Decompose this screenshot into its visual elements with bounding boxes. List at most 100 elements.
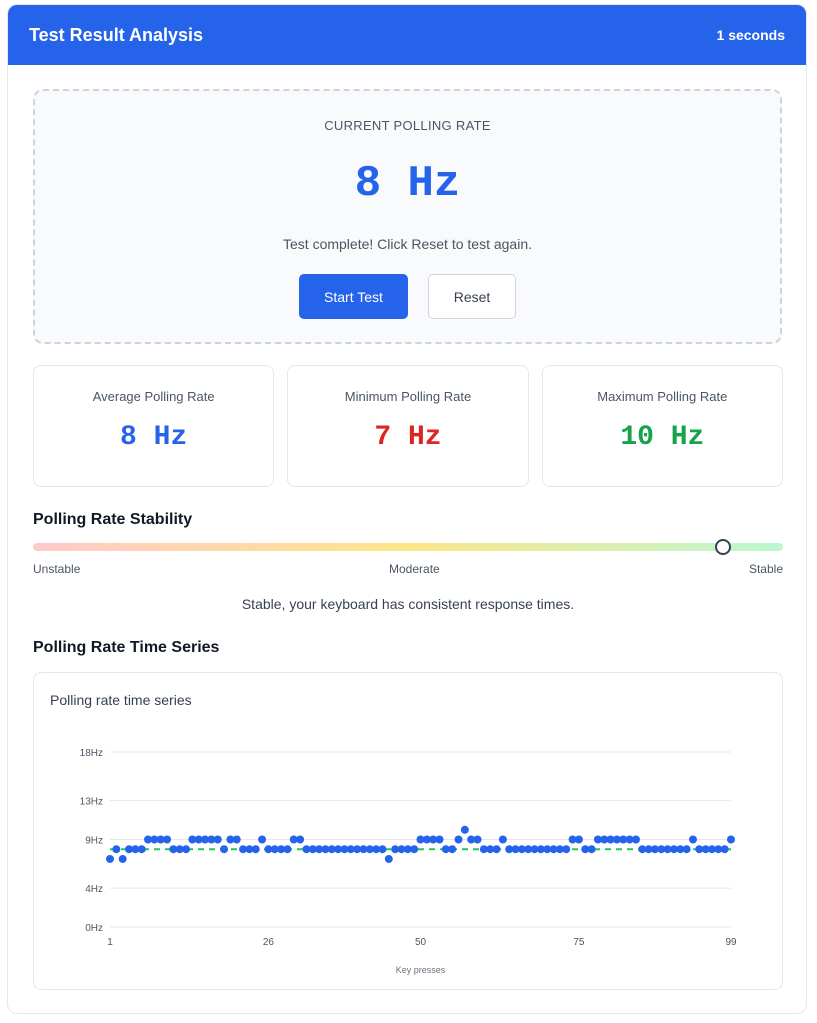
data-point — [486, 845, 495, 854]
data-point — [131, 845, 140, 854]
x-tick-label: 99 — [725, 937, 737, 948]
data-point — [182, 845, 191, 854]
data-point — [403, 845, 412, 854]
data-point — [631, 835, 640, 844]
y-tick-label: 9Hz — [85, 836, 103, 847]
data-point — [315, 845, 324, 854]
data-point — [239, 845, 248, 854]
data-point — [467, 835, 476, 844]
data-point — [372, 845, 381, 854]
chart-panel: Polling rate time series 0Hz 4Hz 9Hz 13Hz 18… — [33, 672, 783, 990]
data-point — [296, 835, 305, 844]
data-point — [727, 835, 735, 844]
data-point — [562, 845, 571, 854]
data-point — [511, 845, 520, 854]
data-point — [137, 845, 146, 854]
data-point — [524, 845, 533, 854]
data-point — [517, 845, 526, 854]
stat-minimum: Minimum Polling Rate 7 Hz — [287, 365, 529, 487]
data-point — [397, 845, 406, 854]
data-point — [226, 835, 235, 844]
data-point — [448, 845, 457, 854]
data-point — [498, 835, 507, 844]
data-point — [378, 845, 387, 854]
data-point — [144, 835, 153, 844]
data-point — [606, 835, 615, 844]
start-test-button[interactable]: Start Test — [299, 274, 408, 319]
data-point — [353, 845, 362, 854]
data-point — [505, 845, 514, 854]
data-point — [289, 835, 298, 844]
data-point — [669, 845, 678, 854]
data-point — [201, 835, 210, 844]
data-point — [695, 845, 704, 854]
stat-maximum: Maximum Polling Rate 10 Hz — [541, 365, 783, 487]
current-rate-value: 8 Hz — [354, 159, 461, 209]
data-point — [422, 835, 431, 844]
data-point — [682, 845, 691, 854]
data-point — [479, 845, 488, 854]
data-point — [251, 845, 260, 854]
y-tick-label: 18Hz — [80, 748, 103, 759]
data-point — [169, 845, 178, 854]
data-point — [581, 845, 590, 854]
data-point — [112, 845, 121, 854]
data-point — [283, 845, 292, 854]
reset-button[interactable]: Reset — [428, 274, 516, 319]
data-point — [454, 835, 463, 844]
data-point — [156, 835, 165, 844]
data-point — [663, 845, 672, 854]
data-point — [714, 845, 723, 854]
timeseries-title: Polling Rate Time Series — [33, 639, 220, 656]
result-header: Test Result Analysis 1 seconds — [8, 5, 806, 65]
data-point — [106, 854, 114, 863]
y-tick-label: 4Hz — [85, 884, 103, 895]
stability-label-low: Unstable — [33, 562, 81, 576]
data-point — [245, 845, 254, 854]
stat-value: 7 Hz — [374, 422, 442, 453]
y-tick-label: 13Hz — [80, 797, 103, 808]
x-tick-label: 1 — [107, 937, 113, 948]
x-tick-label: 50 — [415, 937, 427, 948]
data-point — [125, 845, 134, 854]
stat-label: Maximum Polling Rate — [597, 389, 728, 404]
data-point — [258, 835, 267, 844]
page-title: Test Result Analysis — [29, 24, 204, 45]
stability-label-high: Stable — [748, 562, 783, 576]
data-point — [638, 845, 647, 854]
data-point — [194, 835, 203, 844]
data-point — [619, 835, 628, 844]
data-point — [644, 845, 653, 854]
data-point — [308, 845, 317, 854]
stat-label: Minimum Polling Rate — [344, 389, 472, 404]
data-point — [416, 835, 425, 844]
data-point — [359, 845, 368, 854]
stat-value: 10 Hz — [620, 422, 705, 453]
data-point — [701, 845, 710, 854]
data-point — [555, 845, 564, 854]
data-point — [435, 835, 444, 844]
current-rate-label: CURRENT POLLING RATE — [324, 118, 491, 133]
data-point — [473, 835, 482, 844]
data-point — [707, 845, 716, 854]
data-point — [150, 835, 159, 844]
data-point — [163, 835, 172, 844]
x-tick-label: 26 — [263, 937, 275, 948]
data-point — [536, 845, 545, 854]
data-point — [175, 845, 184, 854]
data-point — [327, 845, 336, 854]
data-point — [277, 845, 286, 854]
stat-label: Average Polling Rate — [92, 389, 215, 404]
data-point — [612, 835, 621, 844]
data-point — [549, 845, 558, 854]
x-axis-label: Key presses — [396, 965, 446, 975]
data-point — [429, 835, 438, 844]
y-tick-label: 0Hz — [85, 923, 103, 934]
action-buttons: Start Test Reset — [35, 274, 780, 319]
data-point — [410, 845, 419, 854]
stability-title: Polling Rate Stability — [33, 511, 193, 528]
polling-rate-chart: 0Hz 4Hz 9Hz 13Hz 18Hz 1 26 50 75 99 Key presses — [80, 748, 737, 975]
data-point — [688, 835, 697, 844]
data-point — [365, 845, 374, 854]
data-point — [676, 845, 685, 854]
